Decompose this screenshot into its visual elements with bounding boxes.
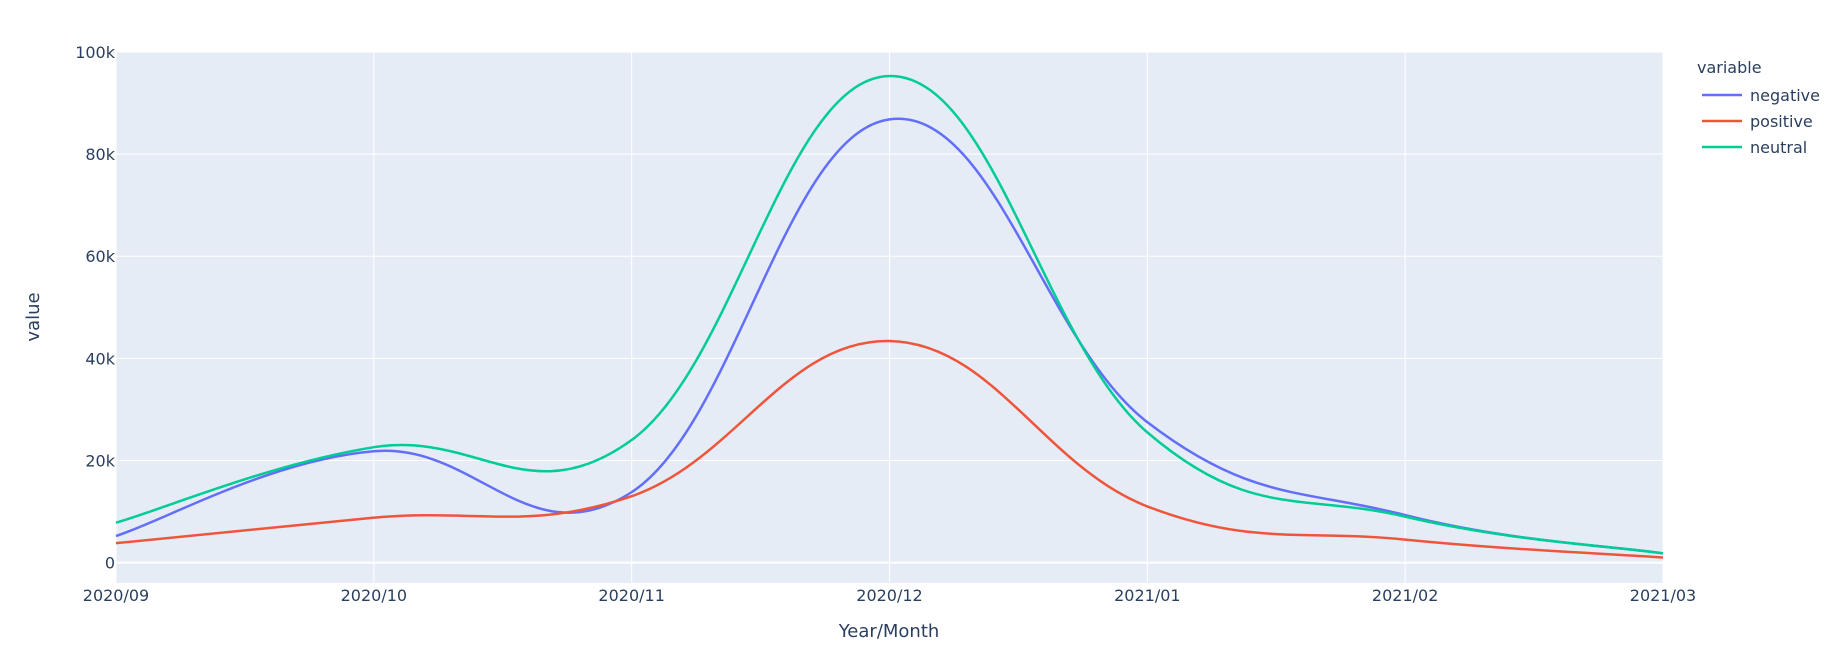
y-tick-label: 80k bbox=[85, 145, 115, 164]
legend-items: negative positive neutral bbox=[1702, 86, 1820, 157]
legend-title: variable bbox=[1697, 58, 1762, 77]
y-tick-label: 60k bbox=[85, 247, 115, 266]
legend-label: positive bbox=[1750, 112, 1813, 131]
x-tick-labels: 2020/09 2020/10 2020/11 2020/12 2021/01 2021/… bbox=[83, 586, 1696, 605]
series-line-positive bbox=[115, 339, 1664, 559]
x-gridlines bbox=[115, 52, 1664, 583]
legend-label: negative bbox=[1750, 86, 1820, 105]
x-tick-label: 2020/12 bbox=[856, 586, 922, 605]
series-line-neutral bbox=[115, 74, 1664, 555]
y-tick-label: 20k bbox=[85, 451, 115, 470]
legend-item-negative[interactable]: negative bbox=[1702, 86, 1820, 105]
y-axis-title: value bbox=[23, 292, 44, 341]
legend-label: neutral bbox=[1750, 138, 1807, 157]
y-tick-label: 100k bbox=[75, 43, 116, 62]
legend-item-positive[interactable]: positive bbox=[1702, 112, 1813, 131]
legend-item-neutral[interactable]: neutral bbox=[1702, 138, 1807, 157]
x-tick-label: 2020/11 bbox=[598, 586, 664, 605]
x-tick-label: 2020/09 bbox=[83, 586, 149, 605]
x-tick-label: 2021/01 bbox=[1114, 586, 1180, 605]
x-tick-label: 2020/10 bbox=[341, 586, 407, 605]
y-gridlines bbox=[116, 51, 1663, 564]
legend: variable negative positive neutral bbox=[1697, 58, 1820, 157]
y-tick-label: 40k bbox=[85, 349, 115, 368]
x-tick-label: 2021/03 bbox=[1630, 586, 1696, 605]
series-line-negative bbox=[115, 117, 1664, 555]
y-tick-labels: 0 20k 40k 60k 80k 100k bbox=[75, 43, 116, 573]
y-tick-label: 0 bbox=[105, 554, 115, 573]
x-axis-title: Year/Month bbox=[838, 621, 940, 642]
x-tick-label: 2021/02 bbox=[1372, 586, 1438, 605]
series-lines bbox=[115, 74, 1664, 559]
